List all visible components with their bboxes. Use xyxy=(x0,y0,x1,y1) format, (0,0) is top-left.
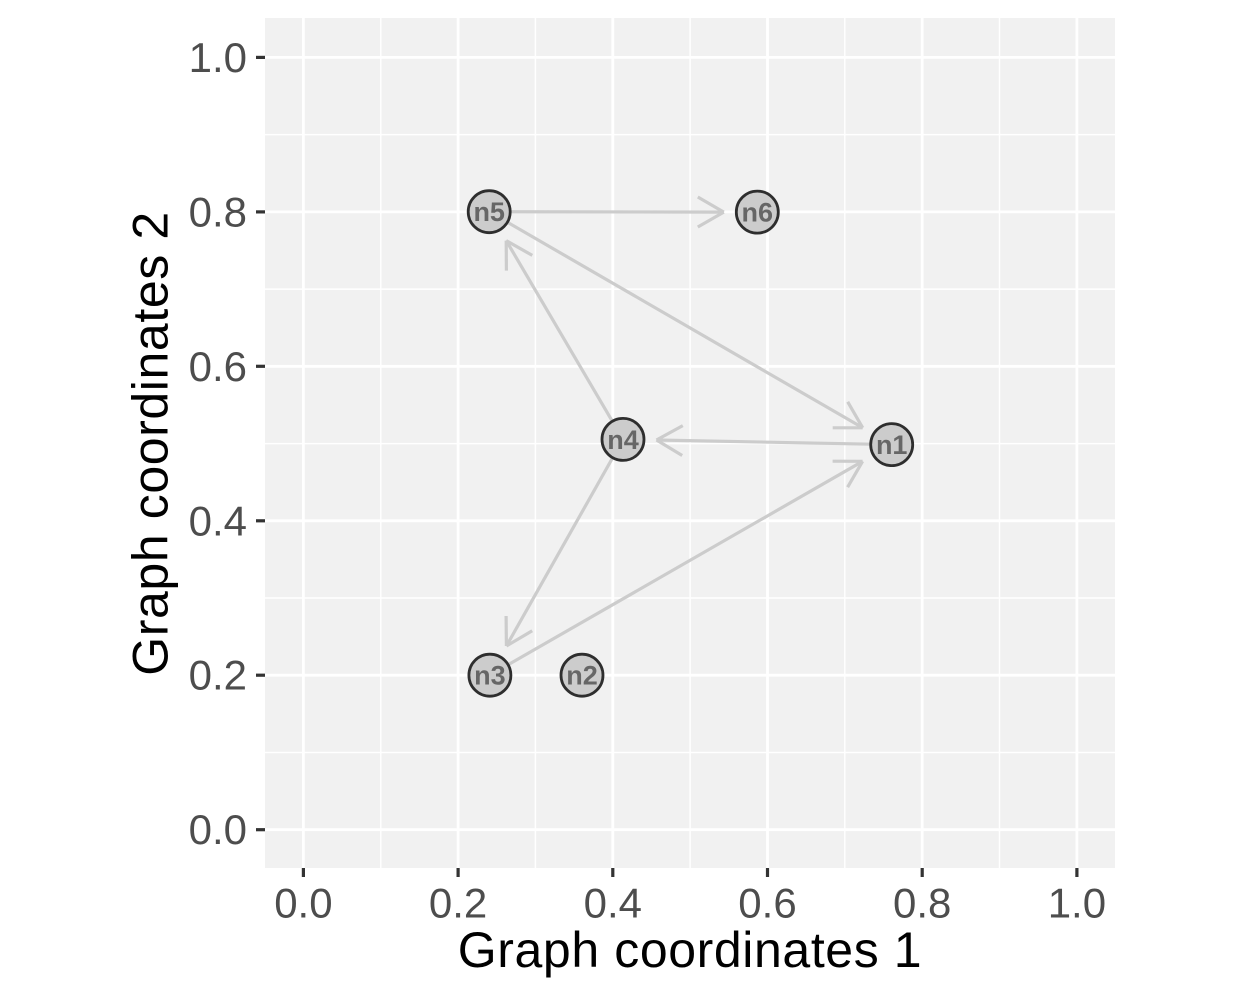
svg-text:0.6: 0.6 xyxy=(189,343,247,390)
svg-text:n1: n1 xyxy=(876,430,908,460)
svg-text:n3: n3 xyxy=(474,661,506,691)
svg-text:0.0: 0.0 xyxy=(189,806,247,853)
svg-text:0.8: 0.8 xyxy=(893,880,951,927)
svg-text:n4: n4 xyxy=(607,425,639,455)
svg-text:0.2: 0.2 xyxy=(429,880,487,927)
svg-text:n6: n6 xyxy=(742,198,774,228)
svg-text:0.6: 0.6 xyxy=(738,880,796,927)
svg-text:0.0: 0.0 xyxy=(274,880,332,927)
svg-text:n5: n5 xyxy=(473,197,505,227)
svg-text:0.8: 0.8 xyxy=(189,188,247,235)
svg-text:1.0: 1.0 xyxy=(1048,880,1106,927)
svg-text:0.4: 0.4 xyxy=(584,880,642,927)
svg-text:1.0: 1.0 xyxy=(189,34,247,81)
svg-text:Graph coordinates 2: Graph coordinates 2 xyxy=(123,211,179,675)
svg-text:0.4: 0.4 xyxy=(189,497,247,544)
svg-text:0.2: 0.2 xyxy=(189,652,247,699)
svg-text:n2: n2 xyxy=(566,661,598,691)
svg-text:Graph coordinates 1: Graph coordinates 1 xyxy=(458,922,922,978)
